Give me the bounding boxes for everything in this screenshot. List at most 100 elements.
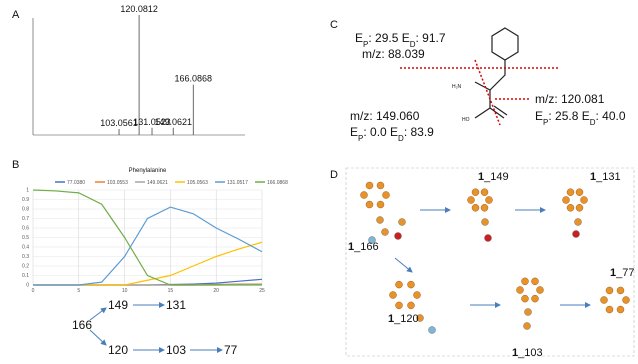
reaction-arrows: [395, 210, 590, 305]
energy-label: EP: 0.0 ED: 83.9: [350, 125, 434, 143]
carbon-atom: [576, 204, 583, 211]
peak-label: 166.0868: [175, 74, 213, 84]
compound-label: 1_166: [348, 241, 379, 253]
carbon-atom: [408, 281, 415, 288]
page: ABCD103.0561120.0812131.0523149.0621166.…: [0, 0, 638, 364]
carbon-atom: [414, 292, 421, 299]
y-tick-label: 0.8: [22, 207, 29, 213]
carbon-atom: [576, 189, 583, 196]
x-tick-label: 10: [122, 288, 128, 294]
panel-label: B: [12, 159, 19, 171]
carbon-atom: [532, 278, 539, 285]
atom: [399, 219, 406, 226]
compound-suffix: _103: [517, 347, 542, 359]
y-tick-label: 0.5: [22, 235, 29, 241]
tree-node: 103: [166, 343, 186, 357]
carbon-atom: [408, 302, 415, 309]
carbon-atom: [468, 197, 475, 204]
peak-label: 120.0812: [120, 4, 158, 14]
y-tick-label: 1: [26, 188, 29, 194]
hydroxyl-label: HO: [462, 117, 470, 123]
x-tick-label: 5: [77, 288, 80, 294]
tree-node: 77: [224, 343, 238, 357]
figure: ABCD103.0561120.0812131.0523149.0621166.…: [0, 0, 638, 359]
mz-label: m/z: 149.060: [350, 109, 420, 123]
compound-suffix: _77: [615, 267, 634, 279]
legend-label: 103.0553: [107, 180, 128, 186]
energy-part: : 83.9: [404, 125, 434, 139]
carbon-atom: [472, 204, 479, 211]
panel-label: C: [330, 19, 338, 31]
carbon-atom: [567, 204, 574, 211]
molecule-structure: [475, 28, 518, 118]
tree-node: 166: [72, 318, 92, 332]
energy-part: : 40.0: [596, 109, 626, 123]
carbon-atom: [361, 192, 368, 199]
compound-label: 1_131: [590, 171, 621, 183]
energy-part: E: [350, 125, 358, 139]
compound-suffix: _120: [393, 313, 418, 325]
carbon-atom: [486, 197, 493, 204]
compound-label: 1_77: [610, 267, 634, 279]
legend-label: 149.0621: [147, 180, 168, 186]
legend-label: 166.0868: [267, 180, 288, 186]
carbon-atom: [606, 306, 613, 313]
carbon-atom: [581, 197, 588, 204]
atom: [524, 323, 531, 330]
panel-label: D: [330, 169, 338, 181]
y-tick-label: 0: [26, 283, 29, 289]
carbon-atom: [623, 297, 630, 304]
carbon-atom: [617, 287, 624, 294]
x-tick-label: 15: [168, 288, 174, 294]
energy-part: : 91.7: [416, 31, 446, 45]
x-tick-label: 25: [259, 288, 265, 294]
carbon-atom: [522, 278, 529, 285]
atom: [382, 229, 389, 236]
carbon-atom: [390, 292, 397, 299]
atom: [395, 233, 402, 240]
panel-label: A: [12, 9, 20, 21]
tree-node: 149: [108, 298, 128, 312]
compound-label: 1_103: [512, 347, 543, 359]
carbon-atom: [617, 306, 624, 313]
atom: [575, 219, 582, 226]
energy-part: : 0.0 E: [363, 125, 398, 139]
y-tick-label: 0.7: [22, 216, 29, 222]
carbon-atom: [472, 189, 479, 196]
energy-label: EP: 25.8 ED: 40.0: [535, 109, 626, 127]
carbon-atom: [377, 182, 384, 189]
series-line: [33, 242, 262, 285]
energy-part: : 25.8 E: [548, 109, 589, 123]
amine-label: H₂N: [452, 84, 462, 90]
x-tick-label: 0: [32, 288, 35, 294]
carbon-atom: [377, 201, 384, 208]
carbon-atom: [481, 189, 488, 196]
compound-suffix: _166: [353, 241, 378, 253]
carbon-atom: [396, 281, 403, 288]
atom: [377, 217, 384, 224]
carbon-atom: [522, 295, 529, 302]
carbon-atom: [563, 197, 570, 204]
carbon-atom: [567, 189, 574, 196]
carbon-atom: [396, 302, 403, 309]
mz-label: m/z: 88.039: [362, 47, 425, 61]
carbon-atom: [366, 201, 373, 208]
compound-suffix: _149: [483, 171, 508, 183]
compound-label: 1_120: [388, 313, 419, 325]
atom: [525, 309, 532, 316]
tree-node: 120: [108, 343, 128, 357]
y-tick-label: 0.1: [22, 273, 29, 279]
carbon-atom: [606, 287, 613, 294]
carbon-atom: [537, 287, 544, 294]
series-line: [33, 207, 262, 285]
y-tick-label: 0.9: [22, 197, 29, 203]
legend-label: 77.0380: [67, 180, 85, 186]
atom: [485, 235, 492, 242]
peak-label: 103.0561: [100, 118, 138, 128]
tree-node: 131: [166, 298, 186, 312]
compound-suffix: _131: [595, 171, 620, 183]
atom: [482, 219, 489, 226]
y-tick-label: 0.6: [22, 226, 29, 232]
atoms: [361, 182, 630, 334]
peak-label: 149.0621: [154, 117, 192, 127]
